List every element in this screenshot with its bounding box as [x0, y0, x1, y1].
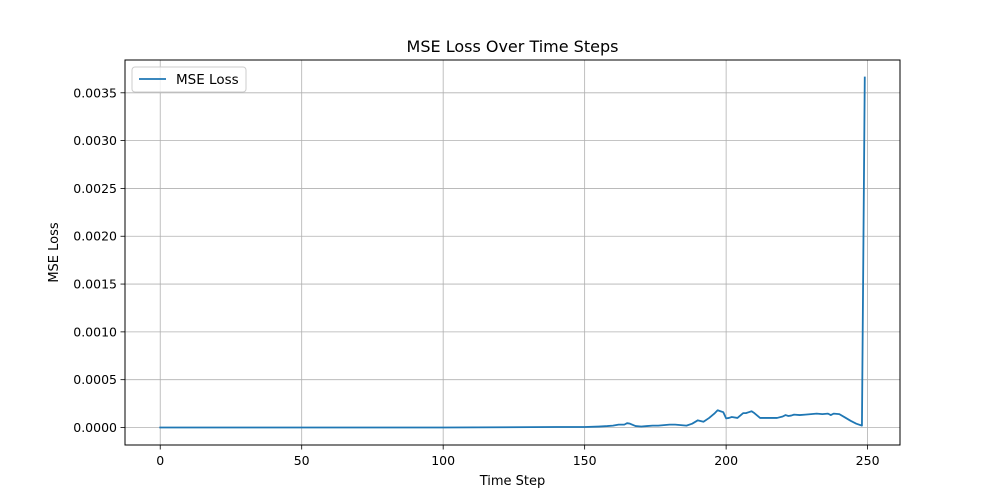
- y-tick-label: 0.0025: [73, 181, 117, 196]
- y-tick-label: 0.0035: [73, 85, 117, 100]
- y-tick-label: 0.0010: [73, 324, 117, 339]
- legend: MSE Loss: [131, 66, 247, 93]
- y-axis-label: MSE Loss: [47, 222, 62, 283]
- series-layer: [159, 76, 866, 429]
- x-tick-label: 250: [856, 453, 880, 468]
- x-tick-label: 100: [431, 453, 455, 468]
- grid: [125, 60, 900, 445]
- y-tick-label: 0.0005: [73, 372, 117, 387]
- plot-frame: [124, 59, 901, 446]
- y-tick-label: 0.0000: [73, 420, 117, 435]
- x-tick-label: 200: [714, 453, 738, 468]
- legend-label-mse-loss: MSE Loss: [176, 72, 239, 88]
- y-tick-label: 0.0030: [73, 133, 117, 148]
- x-axis-label: Time Step: [479, 474, 546, 489]
- plot-area-background: [125, 60, 900, 445]
- y-tick-label: 0.0015: [73, 277, 117, 292]
- legend-box: [131, 66, 247, 93]
- y-axis-ticks: 0.0000 0.0005 0.0010 0.0015 0.0020 0.0025 0.00…: [73, 85, 125, 435]
- chart-title: MSE Loss Over Time Steps: [407, 37, 619, 56]
- x-axis-ticks: 0 50 100 150 200 250: [156, 445, 880, 468]
- series-line-mse-loss: [159, 76, 866, 429]
- x-tick-label: 50: [294, 453, 310, 468]
- x-tick-label: 150: [573, 453, 597, 468]
- y-tick-label: 0.0020: [73, 229, 117, 244]
- x-tick-label: 0: [156, 453, 164, 468]
